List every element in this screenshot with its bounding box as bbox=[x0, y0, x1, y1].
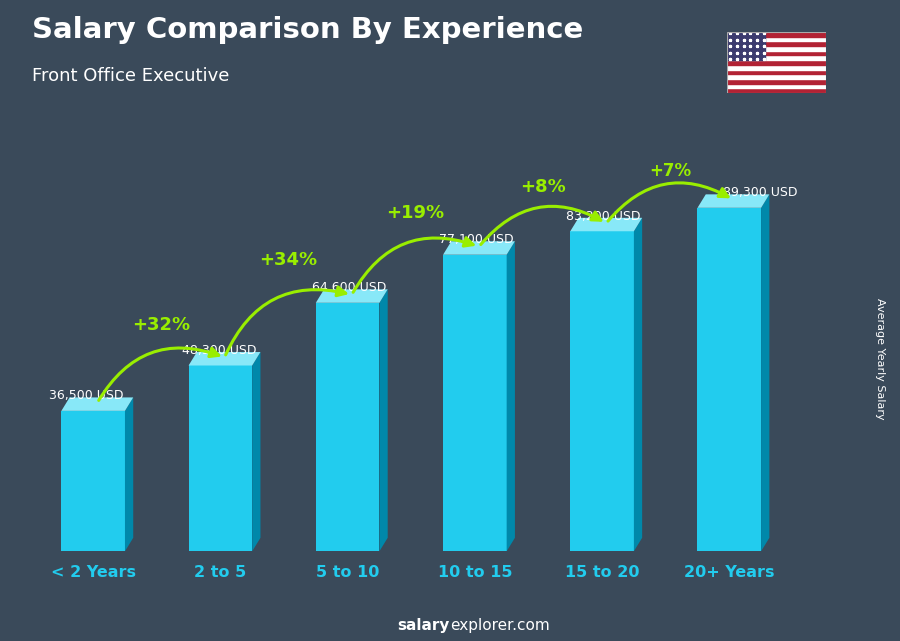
Text: 83,200 USD: 83,200 USD bbox=[566, 210, 641, 223]
Text: Front Office Executive: Front Office Executive bbox=[32, 67, 229, 85]
Bar bbox=[727, 60, 826, 65]
Bar bbox=[727, 74, 826, 79]
Polygon shape bbox=[61, 411, 125, 551]
Polygon shape bbox=[698, 194, 770, 208]
Bar bbox=[727, 83, 826, 88]
Bar bbox=[727, 46, 826, 51]
Polygon shape bbox=[571, 231, 634, 551]
Text: Salary Comparison By Experience: Salary Comparison By Experience bbox=[32, 16, 583, 44]
Bar bbox=[727, 32, 826, 37]
Text: salary: salary bbox=[398, 618, 450, 633]
Bar bbox=[727, 51, 826, 56]
Text: +34%: +34% bbox=[259, 251, 317, 269]
Text: explorer.com: explorer.com bbox=[450, 618, 550, 633]
Polygon shape bbox=[761, 194, 770, 551]
Bar bbox=[727, 32, 765, 60]
Polygon shape bbox=[443, 254, 507, 551]
Polygon shape bbox=[507, 241, 515, 551]
Polygon shape bbox=[252, 352, 260, 551]
Polygon shape bbox=[61, 397, 133, 411]
Bar bbox=[727, 65, 826, 69]
Bar bbox=[727, 69, 826, 74]
Bar bbox=[727, 56, 826, 60]
Bar bbox=[727, 37, 826, 42]
Text: 36,500 USD: 36,500 USD bbox=[49, 390, 123, 403]
Polygon shape bbox=[571, 218, 643, 231]
Text: +7%: +7% bbox=[649, 162, 691, 180]
Text: 77,100 USD: 77,100 USD bbox=[439, 233, 514, 246]
Polygon shape bbox=[380, 289, 388, 551]
Bar bbox=[727, 88, 826, 93]
Text: +19%: +19% bbox=[386, 204, 445, 222]
Polygon shape bbox=[125, 397, 133, 551]
Bar bbox=[727, 79, 826, 83]
Text: 48,300 USD: 48,300 USD bbox=[182, 344, 256, 357]
Text: +8%: +8% bbox=[519, 178, 565, 196]
Polygon shape bbox=[189, 365, 252, 551]
Text: 64,600 USD: 64,600 USD bbox=[312, 281, 386, 294]
Polygon shape bbox=[634, 218, 643, 551]
Polygon shape bbox=[698, 208, 761, 551]
Text: +32%: +32% bbox=[131, 316, 190, 334]
Polygon shape bbox=[316, 289, 388, 303]
Text: 89,300 USD: 89,300 USD bbox=[723, 187, 797, 199]
Polygon shape bbox=[443, 241, 515, 254]
Bar bbox=[727, 42, 826, 46]
Text: Average Yearly Salary: Average Yearly Salary bbox=[875, 298, 886, 420]
Polygon shape bbox=[316, 303, 380, 551]
Polygon shape bbox=[189, 352, 260, 365]
